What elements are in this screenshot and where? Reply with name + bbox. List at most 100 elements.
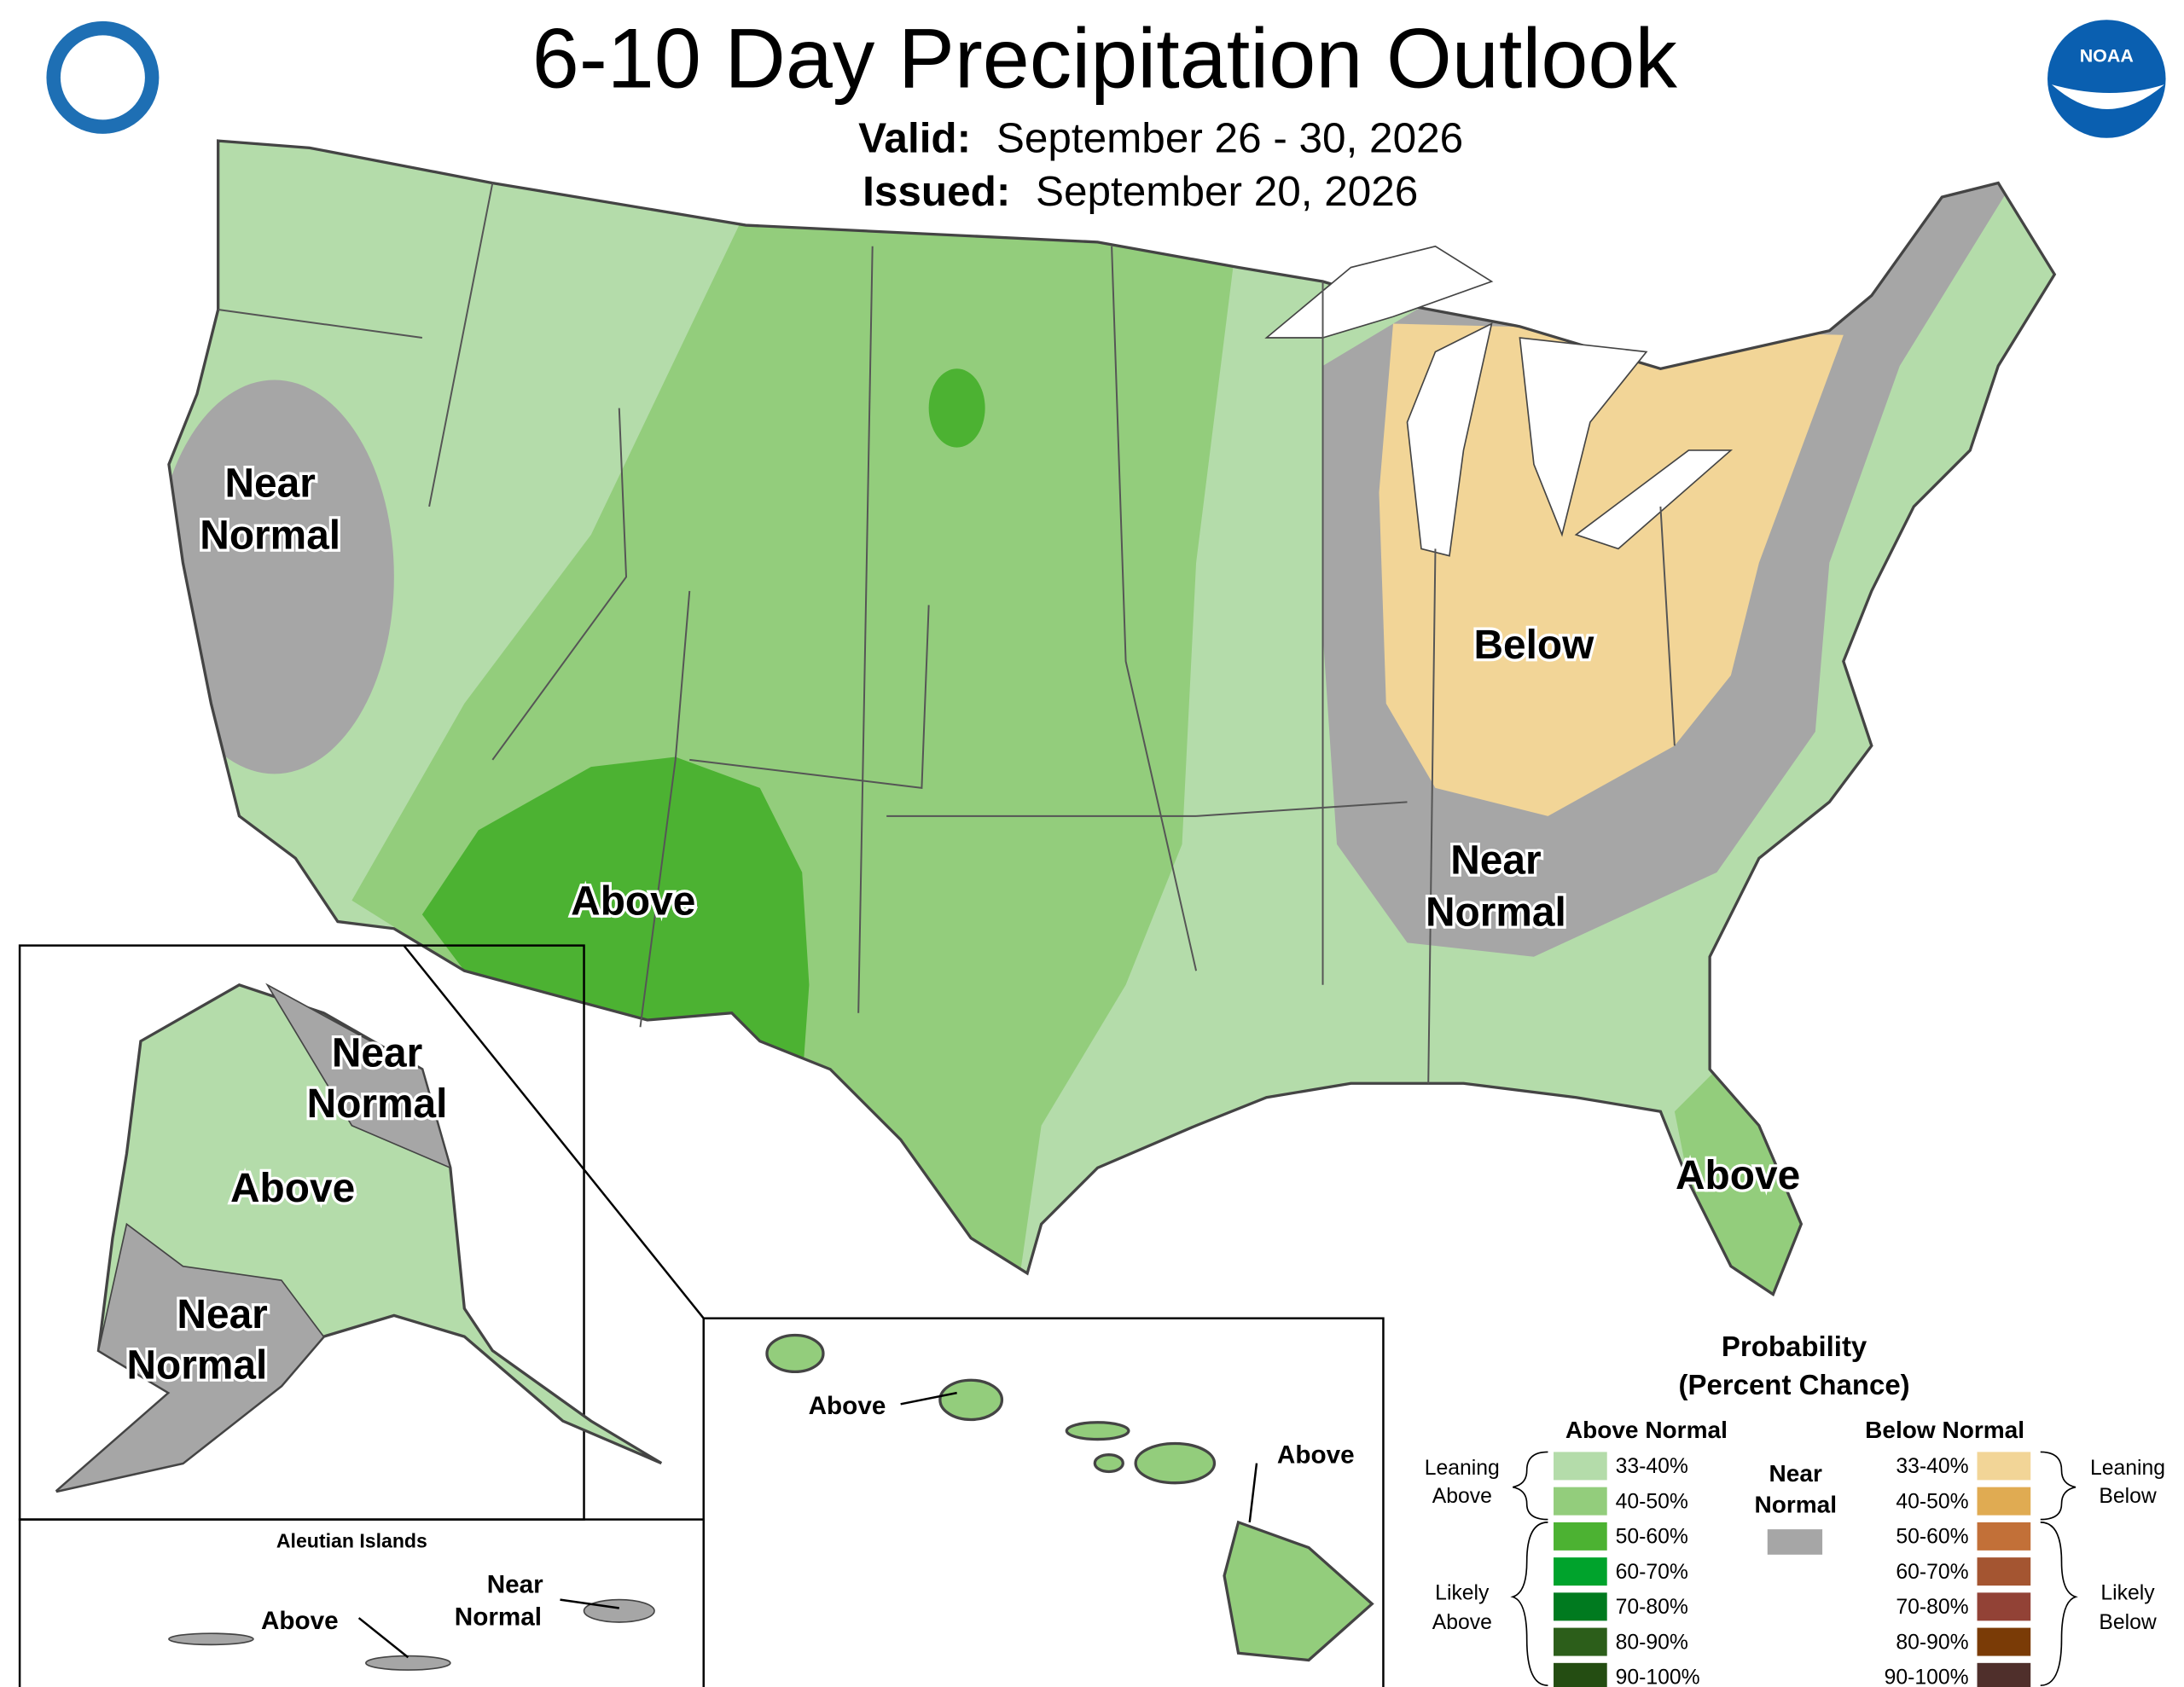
- valid-label: Valid:: [858, 114, 971, 161]
- region-label: Near Normal: [200, 461, 340, 558]
- swatch: [1977, 1452, 2031, 1481]
- line: Below: [2099, 1485, 2157, 1508]
- swatch: [1977, 1522, 2031, 1551]
- line: Likely: [1435, 1582, 1490, 1605]
- region: [1674, 1069, 1809, 1295]
- near-label: Near Normal: [1754, 1460, 1837, 1517]
- line: (Percent Chance): [1679, 1369, 1910, 1400]
- swatch-label: 50-60%: [1896, 1526, 1968, 1549]
- legend-title: Probability (Percent Chance): [1679, 1330, 1910, 1400]
- swatch-label: 90-100%: [1616, 1667, 1700, 1687]
- line: Normal: [127, 1343, 268, 1388]
- braces: [1510, 1451, 2078, 1687]
- below-header: Below Normal: [1865, 1417, 2024, 1443]
- line: Normal: [1754, 1491, 1837, 1517]
- swatch-label: 33-40%: [1616, 1455, 1688, 1478]
- region: [1379, 323, 1844, 816]
- line: Below: [1474, 623, 1595, 668]
- region: [168, 380, 394, 774]
- swatch: [1554, 1452, 1607, 1481]
- line: Above: [1432, 1611, 1492, 1634]
- line: Near: [1769, 1460, 1822, 1487]
- region-label: Near Normal: [127, 1292, 268, 1388]
- line: Above: [1676, 1153, 1800, 1198]
- line: Near: [1450, 838, 1541, 883]
- aleutian-islands: [168, 1598, 655, 1671]
- leader-lines: [357, 1391, 1258, 1659]
- swatch-label: 33-40%: [1896, 1455, 1968, 1478]
- swatch-label: 80-90%: [1616, 1631, 1688, 1654]
- line: Below: [2099, 1611, 2157, 1634]
- swatch: [1554, 1487, 1607, 1516]
- swatch-label: 40-50%: [1616, 1490, 1688, 1513]
- swatch-label: 60-70%: [1616, 1561, 1688, 1584]
- line: Near: [225, 461, 316, 506]
- region: [928, 368, 985, 448]
- line: Leaning: [1425, 1457, 1500, 1480]
- swatch: [1554, 1627, 1607, 1656]
- legend: Probability (Percent Chance) Above Normal…: [1425, 1330, 2165, 1687]
- line: Normal: [200, 513, 340, 558]
- swatch-label: 70-80%: [1616, 1596, 1688, 1619]
- group-label: Likely Above: [1432, 1582, 1492, 1635]
- region-label: Above: [571, 878, 695, 924]
- line: Above: [230, 1166, 355, 1211]
- swatch-label: 60-70%: [1896, 1561, 1968, 1584]
- hawaii-islands: [765, 1333, 1374, 1662]
- line: Above: [1432, 1485, 1492, 1508]
- swatch-label: 70-80%: [1896, 1596, 1968, 1619]
- region-label: Above: [809, 1392, 886, 1420]
- region-label: Near Normal: [455, 1570, 543, 1631]
- state-lines: [218, 183, 1676, 1084]
- near-swatch: [1767, 1529, 1823, 1555]
- aleutian-title: Aleutian Islands: [276, 1530, 427, 1552]
- swatch-label: 90-100%: [1885, 1667, 1969, 1687]
- line: Normal: [307, 1081, 448, 1127]
- line: Likely: [2100, 1582, 2155, 1605]
- region: [351, 211, 1239, 1295]
- swatch: [1977, 1487, 2031, 1516]
- group-label: Likely Below: [2099, 1582, 2157, 1635]
- line: Leaning: [2090, 1457, 2165, 1480]
- line: Above: [571, 878, 695, 924]
- line: Near: [332, 1030, 422, 1075]
- region-label: Near Normal: [307, 1030, 448, 1126]
- swatch-label: 80-90%: [1896, 1631, 1968, 1654]
- region-label: Above: [1277, 1441, 1355, 1470]
- region-label: Below: [1474, 623, 1595, 668]
- region-label: Above: [261, 1607, 339, 1635]
- valid: September 26 - 30, 2026: [996, 114, 1463, 161]
- line: Above: [809, 1392, 886, 1420]
- swatch: [1554, 1662, 1607, 1687]
- swatch: [1554, 1522, 1607, 1551]
- region: [265, 983, 452, 1169]
- swatch-label: 50-60%: [1616, 1526, 1688, 1549]
- swatch: [1977, 1662, 2031, 1687]
- us-outline: [167, 139, 2057, 1297]
- line: Above: [261, 1607, 339, 1635]
- swatch: [1554, 1557, 1607, 1586]
- title: 6-10 Day Precipitation Outlook: [532, 10, 1678, 105]
- group-label: Leaning Below: [2090, 1457, 2165, 1508]
- region-label: Above: [230, 1166, 355, 1211]
- line: Near: [487, 1570, 543, 1598]
- region-label: Near Normal: [1426, 838, 1566, 935]
- region-label: Above: [1676, 1153, 1800, 1198]
- great-lakes: [1264, 245, 1734, 557]
- line: Near: [177, 1292, 267, 1337]
- swatch: [1977, 1627, 2031, 1656]
- line: Normal: [1426, 890, 1566, 935]
- inset-frames: [18, 944, 1385, 1687]
- issued: September 20, 2026: [1036, 168, 1418, 215]
- line: Probability: [1722, 1330, 1867, 1362]
- swatch: [1977, 1592, 2031, 1621]
- above-header: Above Normal: [1565, 1417, 1728, 1443]
- conus-labels: Near Normal Above Below Near Normal Above: [197, 458, 1803, 1201]
- seals: [46, 20, 2166, 138]
- noaa-logo: NOAA: [2080, 46, 2134, 67]
- region: [421, 757, 810, 1084]
- line: Above: [1277, 1441, 1355, 1470]
- swatch-label: 40-50%: [1896, 1490, 1968, 1513]
- line: Normal: [455, 1603, 542, 1631]
